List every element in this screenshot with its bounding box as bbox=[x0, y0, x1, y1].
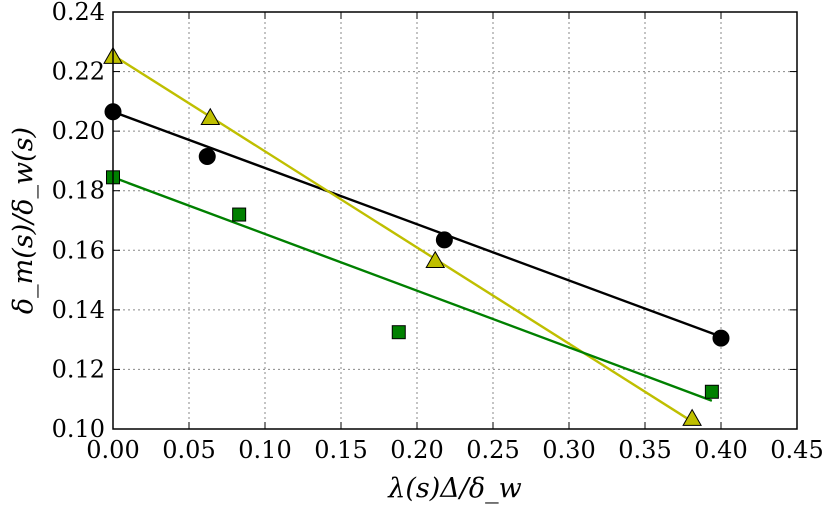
square-fit-line bbox=[112, 176, 713, 402]
circle-fit-line bbox=[112, 110, 722, 338]
plot-frame bbox=[112, 11, 798, 430]
square-marker bbox=[232, 207, 247, 222]
x-tick-label: 0.40 bbox=[694, 436, 747, 464]
x-axis-label: λ(s)Δ/δ_w bbox=[387, 473, 522, 504]
circle-marker bbox=[198, 147, 216, 165]
circle-marker bbox=[435, 231, 453, 249]
x-tick-label: 0.45 bbox=[770, 436, 823, 464]
y-tick-label: 0.14 bbox=[52, 296, 105, 324]
y-tick-label: 0.12 bbox=[52, 355, 105, 383]
x-tick-label: 0.00 bbox=[86, 436, 139, 464]
x-tick-label: 0.10 bbox=[238, 436, 291, 464]
triangle-marker bbox=[200, 107, 221, 125]
y-axis-label: δ_m(s)/δ_w(s) bbox=[8, 127, 39, 314]
circle-marker bbox=[712, 329, 730, 347]
x-tick-label: 0.30 bbox=[542, 436, 595, 464]
triangle-marker bbox=[682, 408, 702, 426]
y-tick-label: 0.20 bbox=[52, 117, 105, 145]
x-tick-label: 0.05 bbox=[162, 436, 215, 464]
x-tick-label: 0.15 bbox=[314, 436, 367, 464]
y-tick-label: 0.10 bbox=[52, 415, 105, 443]
y-tick-label: 0.22 bbox=[52, 58, 105, 86]
x-tick-label: 0.35 bbox=[618, 436, 671, 464]
triangle-marker bbox=[425, 250, 446, 268]
y-tick-label: 0.18 bbox=[52, 177, 105, 205]
x-tick-label: 0.20 bbox=[390, 436, 443, 464]
y-tick-label: 0.16 bbox=[52, 236, 105, 264]
grid bbox=[112, 11, 798, 430]
square-marker bbox=[391, 325, 406, 340]
ticks: 0.00 0.05 0.10 0.15 0.20 0.25 0.30 0.35 0.40 0.45… bbox=[52, 0, 824, 464]
y-tick-label: 0.24 bbox=[52, 0, 105, 26]
square-marker bbox=[704, 384, 719, 399]
x-tick-label: 0.25 bbox=[466, 436, 519, 464]
triangle-fit-line bbox=[112, 54, 693, 423]
